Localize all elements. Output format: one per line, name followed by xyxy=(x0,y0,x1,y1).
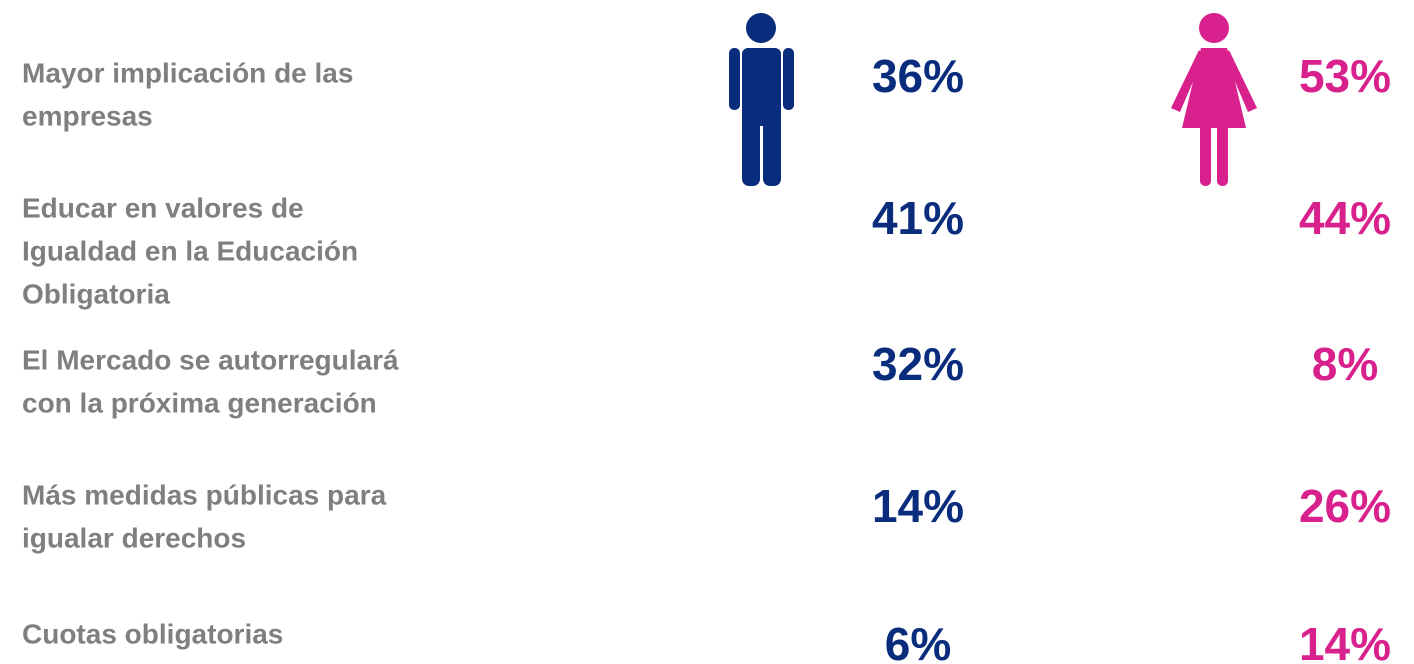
row-label: empresas xyxy=(22,100,153,131)
men-value: 41% xyxy=(872,192,964,244)
men-value: 36% xyxy=(872,50,964,102)
row-label: igualar derechos xyxy=(22,522,246,553)
row-label: Educar en valores de xyxy=(22,192,304,223)
row-label: Obligatoria xyxy=(22,278,170,309)
women-value: 14% xyxy=(1299,618,1391,664)
women-value: 26% xyxy=(1299,480,1391,532)
row-label: Más medidas públicas para xyxy=(22,479,387,510)
men-value: 6% xyxy=(885,618,951,664)
women-value: 8% xyxy=(1312,338,1378,390)
women-value: 53% xyxy=(1299,50,1391,102)
men-value: 32% xyxy=(872,338,964,390)
men-value: 14% xyxy=(872,480,964,532)
man-icon xyxy=(729,13,794,186)
row-label: Mayor implicación de las xyxy=(22,57,353,88)
row-label: El Mercado se autorregulará xyxy=(22,344,399,375)
row-label: Igualdad en la Educación xyxy=(22,235,358,266)
women-value: 44% xyxy=(1299,192,1391,244)
row-label: Cuotas obligatorias xyxy=(22,618,283,649)
woman-icon xyxy=(1171,13,1257,186)
row-label: con la próxima generación xyxy=(22,387,377,418)
